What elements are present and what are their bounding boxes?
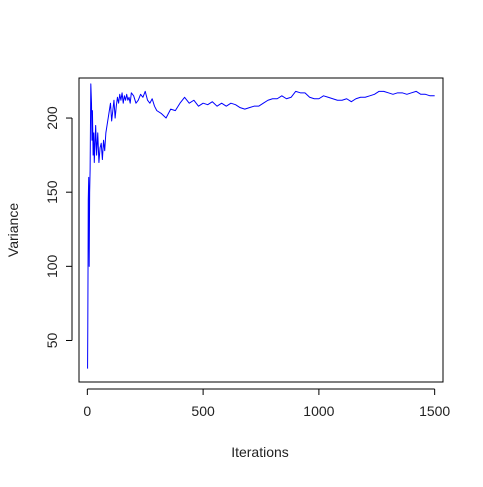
y-tick-label: 150 — [44, 180, 60, 204]
series-layer — [87, 83, 435, 369]
y-tick-label: 100 — [44, 254, 60, 278]
x-axis-label: Iterations — [231, 444, 289, 460]
y-axis-label: Variance — [5, 203, 21, 257]
x-tick-label: 1000 — [303, 403, 334, 419]
y-axis: 50 100 150 200 — [44, 106, 73, 348]
plot-frame — [78, 77, 444, 383]
x-tick-label: 500 — [191, 403, 215, 419]
series-line-0 — [87, 83, 435, 369]
x-axis: 0 500 1000 1500 — [83, 388, 450, 419]
x-tick-label: 0 — [83, 403, 91, 419]
y-tick-label: 200 — [44, 106, 60, 130]
x-tick-label: 1500 — [419, 403, 450, 419]
y-tick-label: 50 — [44, 332, 60, 348]
